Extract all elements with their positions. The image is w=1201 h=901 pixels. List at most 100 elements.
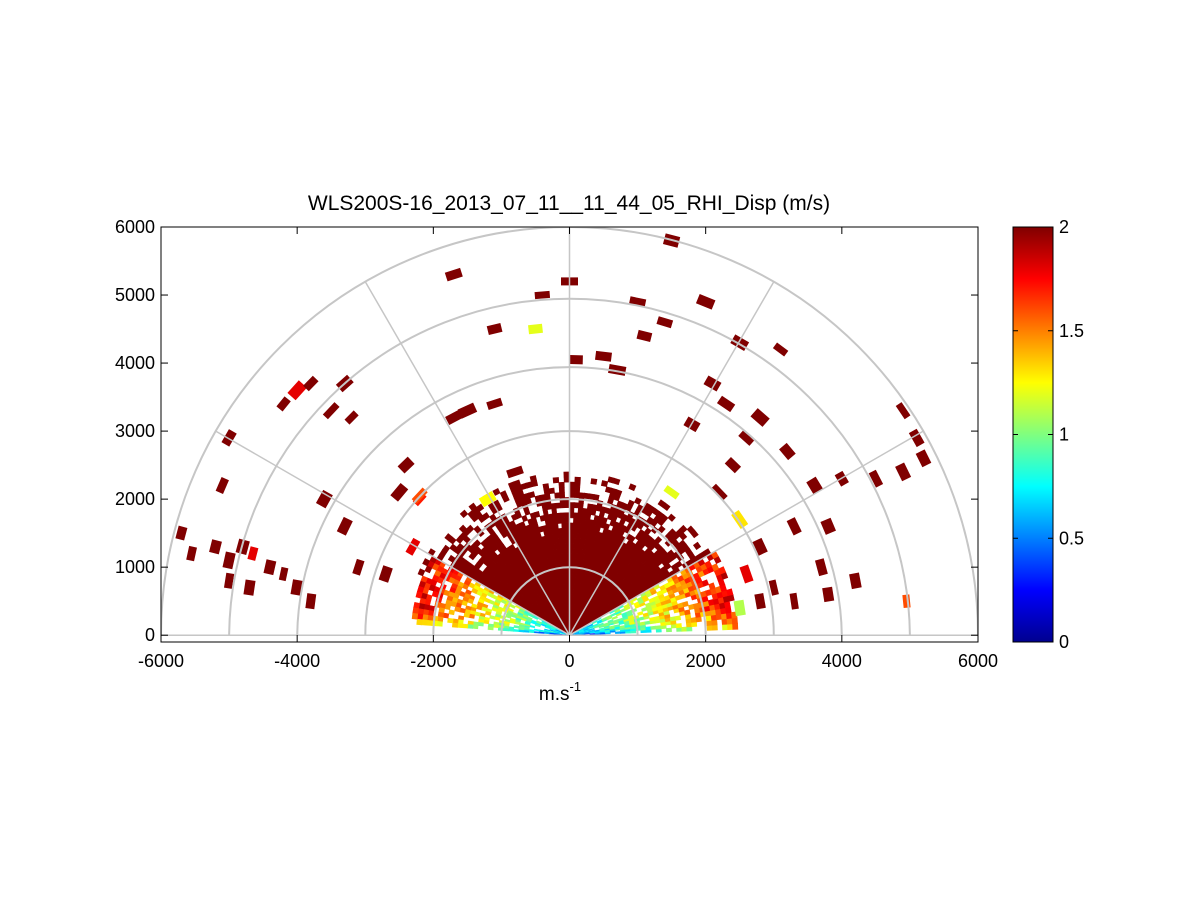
heatmap-cell: [721, 623, 729, 631]
heatmap-cell: [589, 633, 596, 635]
heatmap-cell: [577, 512, 583, 519]
heatmap-cell: [692, 541, 702, 551]
heatmap-cell: [572, 543, 577, 550]
heatmap-cell: [645, 626, 652, 631]
data-point: [768, 579, 779, 596]
heatmap-cell: [415, 591, 423, 599]
heatmap-cell: [701, 579, 710, 587]
data-point: [528, 323, 543, 335]
data-point: [315, 489, 333, 509]
data-point: [352, 558, 365, 576]
heatmap-cell: [686, 626, 693, 632]
heatmap-cell: [487, 626, 494, 631]
heatmap-cell: [492, 487, 501, 496]
heatmap-cell: [551, 507, 558, 515]
angle-spoke: [364, 281, 571, 636]
heatmap-cell: [628, 483, 637, 492]
y-tick-label: 3000: [115, 421, 155, 441]
data-point: [789, 592, 799, 610]
data-point: [390, 482, 409, 502]
heatmap-cell: [726, 617, 733, 625]
data-point: [772, 342, 789, 357]
y-tick-label: 2000: [115, 489, 155, 509]
heatmap-cell: [573, 492, 580, 499]
heatmap-cell: [436, 620, 443, 627]
data-point: [636, 329, 653, 342]
heatmap-cell: [569, 486, 576, 493]
data-point: [695, 293, 716, 310]
y-axis-ticks: 0 1000 2000 3000 4000 5000 6000: [115, 217, 978, 645]
heatmap-cell: [502, 627, 509, 632]
data-point: [222, 551, 236, 570]
data-point: [486, 322, 503, 336]
heatmap-cell: [720, 612, 728, 620]
heatmap-cell: [529, 475, 537, 483]
x-axis-label-base: m.s: [539, 684, 570, 705]
heatmap-cell: [583, 492, 590, 500]
data-point: [175, 525, 188, 541]
data-point: [305, 593, 317, 610]
heatmap-cell: [686, 525, 696, 534]
data-point: [405, 537, 421, 556]
y-tick-label: 6000: [115, 217, 155, 237]
heatmap-cell: [581, 513, 587, 520]
data-point: [457, 402, 478, 419]
data-point: [186, 545, 197, 562]
heatmap-cell: [731, 617, 738, 625]
data-point: [908, 428, 925, 448]
y-tick-label: 5000: [115, 285, 155, 305]
heatmap-cell: [538, 631, 545, 634]
heatmap-cell: [492, 624, 500, 629]
heatmap-cell: [513, 628, 520, 632]
data-point: [278, 566, 289, 582]
heatmap-cell: [510, 513, 518, 521]
heatmap-cell: [544, 626, 551, 630]
data-point: [223, 572, 235, 589]
heatmap-cell: [667, 513, 676, 522]
data-point: [733, 599, 746, 617]
heatmap-cell: [558, 486, 565, 494]
heatmap-cell: [633, 497, 642, 505]
data-point: [724, 457, 742, 474]
data-point: [752, 537, 768, 556]
heatmap-cell: [454, 606, 461, 613]
heatmap-cell: [553, 633, 560, 635]
data-point: [569, 355, 583, 365]
heatmap-cell: [417, 568, 426, 577]
heatmap-cell: [573, 502, 580, 509]
colorbar-tick-label: 0: [1059, 632, 1069, 652]
heatmap-cell: [560, 512, 566, 519]
y-tick-label: 0: [145, 625, 155, 645]
data-point: [344, 410, 359, 425]
heatmap-cell: [732, 623, 739, 630]
heatmap-cell: [448, 609, 455, 616]
data-point: [486, 397, 503, 411]
heatmap-cell: [534, 623, 541, 628]
data-point: [322, 402, 340, 420]
x-axis-label: m.s-1: [539, 679, 581, 705]
heatmap-cell: [593, 515, 600, 522]
heatmap-cell: [674, 615, 682, 621]
heatmap-cell: [684, 609, 691, 616]
heatmap-cell: [682, 601, 689, 608]
heatmap-cell: [552, 477, 560, 484]
chart-title: WLS200S-16_2013_07_11__11_44_05_RHI_Disp…: [308, 192, 830, 215]
heatmap-cell: [675, 623, 682, 629]
data-point: [287, 380, 307, 401]
heatmap-cell: [650, 625, 657, 630]
heatmap-cell: [690, 617, 697, 623]
heatmap-cell: [542, 483, 550, 490]
heatmap-cell: [459, 509, 469, 519]
heatmap-cell: [561, 522, 567, 529]
y-tick-label: 4000: [115, 353, 155, 373]
heatmap-cell: [668, 528, 677, 537]
heatmap-cell: [657, 499, 666, 508]
heatmap-cell: [548, 632, 555, 635]
heatmap-cell: [574, 481, 581, 488]
heatmap-cell: [559, 502, 566, 509]
heatmap-cell: [507, 481, 516, 489]
data-point: [215, 477, 229, 494]
heatmap-cell: [518, 629, 525, 633]
data-layer: [175, 233, 932, 636]
data-point: [397, 456, 415, 474]
